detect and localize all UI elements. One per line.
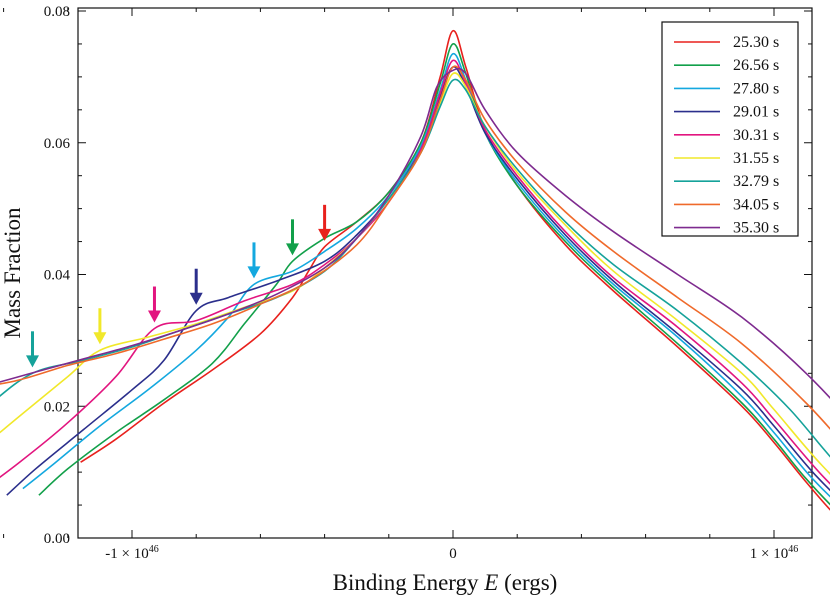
y-tick-label: 0.08 <box>44 4 70 20</box>
axis-ticks <box>3 8 812 539</box>
legend-label-7: 34.05 s <box>733 196 779 213</box>
shoulder-arrow-3 <box>189 268 203 305</box>
legend-label-3: 29.01 s <box>733 104 779 121</box>
x-tick-label: 1 × 1046 <box>750 544 798 562</box>
y-tick-label: 0.04 <box>44 268 71 284</box>
series-line-6 <box>0 78 830 458</box>
y-tick-label: 0.06 <box>44 136 71 152</box>
series-line-2 <box>22 52 830 498</box>
y-tick-label: 0.02 <box>44 399 70 415</box>
series-line-3 <box>6 66 830 496</box>
series-line-7 <box>0 65 830 430</box>
series-line-1 <box>38 43 830 506</box>
y-tick-labels: 0.00 0.02 0.04 0.06 0.08 <box>44 4 71 547</box>
y-tick-label: 0.00 <box>44 531 70 547</box>
plot-frame <box>77 7 813 539</box>
legend-label-5: 31.55 s <box>733 150 779 167</box>
shoulder-arrow-1 <box>286 219 299 256</box>
legend-label-1: 26.56 s <box>733 57 779 74</box>
legend: 25.30 s 26.56 s 27.80 s 29.01 s 30.31 s 31.55… <box>661 21 799 237</box>
legend-label-4: 30.31 s <box>733 127 779 144</box>
legend-label-2: 27.80 s <box>733 80 779 97</box>
series-line-0 <box>80 30 830 511</box>
shoulder-arrow-6 <box>25 331 39 368</box>
legend-label-8: 35.30 s <box>733 220 779 237</box>
legend-label-6: 32.79 s <box>733 173 779 190</box>
x-tick-label: -1 × 1046 <box>105 544 158 562</box>
series-line-5 <box>0 72 830 475</box>
x-axis-title: Binding Energy E (ergs) <box>333 570 558 595</box>
shoulder-arrows <box>25 204 332 368</box>
series-lines <box>0 30 830 511</box>
shoulder-arrow-4 <box>147 286 161 323</box>
shoulder-arrow-5 <box>93 308 107 345</box>
series-line-8 <box>0 67 830 399</box>
shoulder-arrow-0 <box>318 204 332 241</box>
legend-box <box>661 21 799 237</box>
series-line-4 <box>0 59 830 485</box>
shoulder-arrow-2 <box>247 242 261 279</box>
legend-label-0: 25.30 s <box>733 34 779 51</box>
x-tick-label: 0 <box>449 546 457 562</box>
y-axis-title: Mass Fraction <box>0 207 25 338</box>
